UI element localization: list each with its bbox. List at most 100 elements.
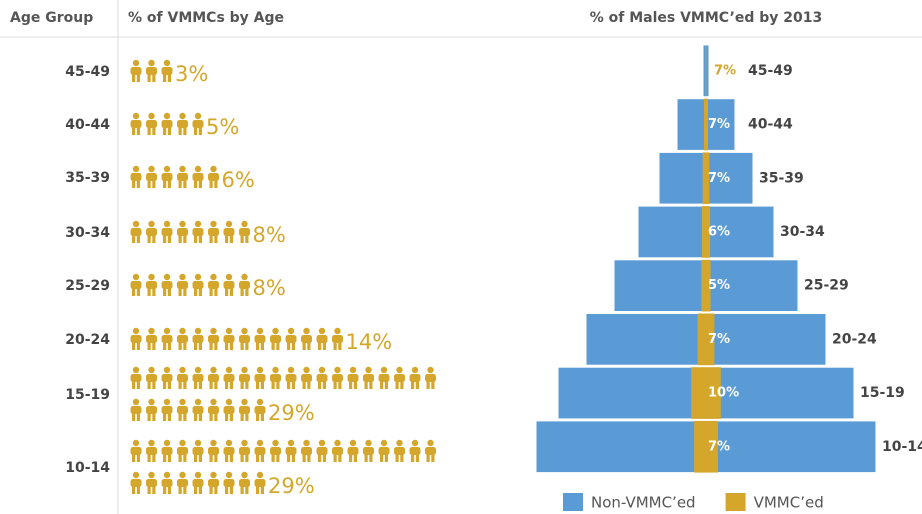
pictogram-title: % of VMMCs by Age	[128, 10, 284, 26]
age-label: 20-24	[65, 332, 110, 348]
icon-body	[363, 374, 374, 382]
icon-leg	[194, 288, 198, 296]
icon-head	[318, 366, 326, 374]
icon-head	[225, 366, 233, 374]
icon-leg	[132, 235, 136, 243]
icon-leg	[256, 342, 260, 350]
icon-head	[303, 439, 310, 447]
icon-body	[316, 447, 328, 455]
icon-leg	[209, 454, 213, 462]
icon-body	[192, 281, 204, 289]
person-icon	[146, 220, 157, 243]
icon-leg	[256, 381, 260, 389]
icon-leg	[214, 180, 218, 188]
vmmc-label: 6%	[708, 224, 730, 239]
person-icon	[394, 366, 405, 389]
icon-head	[241, 366, 248, 374]
icon-leg	[240, 486, 244, 494]
icon-leg	[198, 454, 202, 462]
icon-leg	[214, 342, 218, 350]
icon-leg	[229, 454, 233, 462]
icon-leg	[245, 486, 249, 494]
icon-body	[208, 228, 219, 236]
icon-body	[161, 67, 173, 75]
icon-leg	[318, 342, 322, 350]
icon-leg	[132, 127, 136, 135]
category-header: Age Group	[10, 10, 93, 26]
age-label: 40-44	[65, 117, 110, 133]
icon-body	[161, 173, 173, 181]
icon-head	[349, 366, 357, 374]
icon-head	[148, 439, 155, 447]
icon-leg	[287, 454, 291, 462]
icon-leg	[136, 342, 140, 350]
icon-leg	[384, 454, 388, 462]
icon-body	[192, 479, 204, 487]
icon-head	[163, 327, 171, 335]
person-icon	[192, 220, 204, 243]
icon-leg	[287, 342, 291, 350]
icon-body	[161, 335, 173, 343]
icon-leg	[214, 288, 218, 296]
icon-body	[208, 447, 219, 455]
person-icon	[254, 439, 266, 462]
icon-leg	[163, 74, 167, 82]
icon-leg	[136, 454, 140, 462]
icon-leg	[214, 413, 218, 421]
person-icon	[332, 327, 343, 350]
icon-leg	[307, 381, 311, 389]
percent-label: 8%	[253, 223, 286, 247]
person-icon	[363, 366, 374, 389]
icon-leg	[147, 74, 151, 82]
icon-body	[208, 374, 219, 382]
person-icon	[254, 366, 266, 389]
icon-body	[270, 335, 281, 343]
icon-leg	[209, 288, 213, 296]
icon-leg	[353, 381, 357, 389]
icon-leg	[369, 454, 373, 462]
person-icon	[192, 398, 204, 421]
icon-leg	[167, 381, 171, 389]
icon-leg	[132, 288, 136, 296]
icon-head	[396, 366, 403, 374]
icon-body	[316, 374, 328, 382]
person-icon	[192, 327, 204, 350]
icon-body	[285, 447, 297, 455]
icon-head	[210, 165, 217, 173]
icon-leg	[194, 342, 198, 350]
icon-body	[223, 335, 235, 343]
icon-leg	[240, 413, 244, 421]
icon-leg	[256, 413, 260, 421]
icon-body	[223, 406, 235, 414]
person-icon	[425, 439, 436, 462]
vmmc-label: 7%	[708, 332, 730, 347]
icon-body	[161, 406, 173, 414]
icon-leg	[380, 381, 384, 389]
icon-head	[396, 439, 403, 447]
icon-leg	[152, 413, 156, 421]
icon-leg	[132, 180, 136, 188]
icon-leg	[132, 74, 136, 82]
icon-head	[225, 327, 233, 335]
icon-leg	[302, 454, 306, 462]
icon-leg	[136, 235, 140, 243]
person-icon	[192, 165, 204, 188]
person-icon	[347, 366, 359, 389]
person-icon	[130, 165, 142, 188]
icon-leg	[322, 342, 326, 350]
person-icon	[146, 327, 157, 350]
vmmc-label: 7%	[708, 117, 730, 132]
person-icon	[254, 327, 266, 350]
icon-body	[146, 406, 157, 414]
icon-body	[285, 335, 297, 343]
icon-leg	[400, 454, 404, 462]
icon-head	[380, 439, 388, 447]
icon-head	[163, 220, 171, 228]
icon-leg	[291, 342, 295, 350]
icon-leg	[400, 381, 404, 389]
icon-leg	[333, 342, 337, 350]
icon-leg	[415, 381, 419, 389]
person-icon	[270, 327, 281, 350]
icon-body	[347, 374, 359, 382]
person-icon	[223, 471, 235, 494]
